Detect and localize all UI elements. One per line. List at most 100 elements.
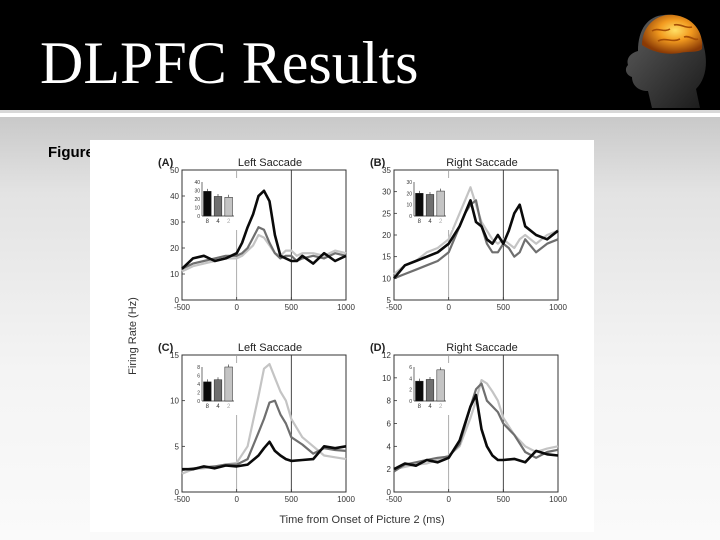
slide-title: DLPFC Results xyxy=(40,30,419,96)
title-bar: DLPFC Results xyxy=(0,0,720,113)
x-tick-label: -500 xyxy=(386,303,403,312)
inset-bar xyxy=(415,380,424,402)
inset-y-tick-label: 4 xyxy=(197,382,200,388)
inset-category-label: 8 xyxy=(418,404,422,410)
y-tick-label: 10 xyxy=(170,397,179,406)
y-tick-label: 20 xyxy=(382,231,391,240)
inset-category-label: 4 xyxy=(428,219,432,225)
inset-y-tick-label: 10 xyxy=(406,203,412,209)
inset-y-tick-label: 30 xyxy=(406,180,412,186)
inset-y-tick-label: 2 xyxy=(409,388,412,394)
y-tick-label: 20 xyxy=(170,244,179,253)
y-tick-label: 10 xyxy=(170,270,179,279)
panel-label: (C) xyxy=(158,342,174,354)
title-rule xyxy=(0,110,720,113)
inset-bar xyxy=(425,379,435,402)
panel-title: Left Saccade xyxy=(238,342,302,354)
y-tick-label: 0 xyxy=(175,488,180,497)
panel-title: Right Saccade xyxy=(446,342,518,354)
x-tick-label: 0 xyxy=(234,303,239,312)
x-tick-label: 500 xyxy=(285,495,299,504)
series-line xyxy=(182,440,347,471)
x-tick-label: -500 xyxy=(386,495,403,504)
panel-title: Right Saccade xyxy=(446,157,518,169)
panel-title: Left Saccade xyxy=(238,157,302,169)
x-tick-label: 0 xyxy=(446,495,451,504)
inset-bar xyxy=(436,190,445,217)
inset-bar xyxy=(213,196,223,217)
inset-category-label: 4 xyxy=(428,404,432,410)
x-tick-label: 1000 xyxy=(549,303,567,312)
inset-bar xyxy=(224,366,233,402)
y-tick-label: 5 xyxy=(175,442,180,451)
inset-category-label: 4 xyxy=(216,219,220,225)
inset-y-tick-label: 6 xyxy=(197,374,200,380)
series-line xyxy=(393,393,559,471)
inset-category-label: 8 xyxy=(206,219,210,225)
inset-y-tick-label: 0 xyxy=(409,399,412,405)
inset-category-label: 2 xyxy=(227,404,231,410)
panel-label: (B) xyxy=(370,157,386,169)
series-line xyxy=(393,379,559,471)
inset-y-tick-label: 20 xyxy=(194,197,200,203)
inset-bar xyxy=(436,369,445,402)
y-tick-label: 4 xyxy=(387,442,392,451)
y-tick-label: 5 xyxy=(387,296,392,305)
inset-y-tick-label: 40 xyxy=(194,180,200,186)
series-line xyxy=(181,189,347,270)
y-tick-label: 10 xyxy=(382,374,391,383)
axes-frame xyxy=(181,169,347,301)
x-tick-label: 1000 xyxy=(337,495,355,504)
x-tick-label: -500 xyxy=(174,303,191,312)
brain-head-logo-icon xyxy=(625,14,706,108)
inset-y-tick-label: 0 xyxy=(197,399,200,405)
figure-3: Firing Rate (Hz) Time from Onset of Pict… xyxy=(90,140,594,532)
inset-y-tick-label: 0 xyxy=(197,214,200,220)
series-line xyxy=(181,226,347,270)
series-line xyxy=(181,233,347,273)
inset-y-tick-label: 8 xyxy=(197,365,200,371)
x-tick-label: 500 xyxy=(497,303,511,312)
inset-category-label: 8 xyxy=(206,404,210,410)
y-tick-label: 30 xyxy=(170,218,179,227)
y-tick-label: 15 xyxy=(170,351,179,360)
inset-bar xyxy=(213,379,223,402)
inset-category-label: 4 xyxy=(216,404,220,410)
y-tick-label: 30 xyxy=(382,188,391,197)
figure-3-chart: Firing Rate (Hz) Time from Onset of Pict… xyxy=(127,157,567,526)
x-tick-label: 500 xyxy=(497,495,511,504)
panel-label: (D) xyxy=(370,342,386,354)
y-tick-label: 40 xyxy=(170,192,179,201)
x-axis-label: Time from Onset of Picture 2 (ms) xyxy=(279,514,444,526)
inset-category-label: 8 xyxy=(418,219,422,225)
inset-bar xyxy=(224,197,233,217)
axes-frame xyxy=(181,354,347,493)
inset-y-tick-label: 2 xyxy=(197,391,200,397)
panel-label: (A) xyxy=(158,157,174,169)
x-tick-label: 0 xyxy=(446,303,451,312)
y-tick-label: 10 xyxy=(382,274,391,283)
x-tick-label: 0 xyxy=(234,495,239,504)
y-tick-label: 35 xyxy=(382,166,391,175)
y-tick-label: 2 xyxy=(387,465,392,474)
y-axis-label: Firing Rate (Hz) xyxy=(127,297,139,375)
inset-category-label: 2 xyxy=(227,219,231,225)
inset-y-tick-label: 10 xyxy=(194,206,200,212)
y-tick-label: 6 xyxy=(387,420,392,429)
inset-y-tick-label: 20 xyxy=(406,191,412,197)
inset-y-tick-label: 6 xyxy=(409,365,412,371)
y-tick-label: 25 xyxy=(382,209,391,218)
inset-bar xyxy=(203,381,212,402)
y-tick-label: 50 xyxy=(170,166,179,175)
series-line xyxy=(393,186,559,275)
x-tick-label: -500 xyxy=(174,495,191,504)
x-tick-label: 1000 xyxy=(337,303,355,312)
y-tick-label: 0 xyxy=(387,488,392,497)
x-tick-label: 500 xyxy=(285,303,299,312)
inset-y-tick-label: 0 xyxy=(409,214,412,220)
inset-y-tick-label: 30 xyxy=(194,189,200,195)
series-line xyxy=(393,198,559,280)
